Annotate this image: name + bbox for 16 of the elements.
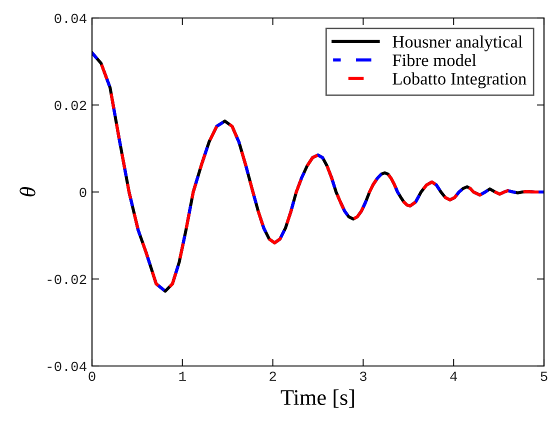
legend-label: Fibre model [392,54,476,66]
x-tick-label: 0 [88,372,96,382]
x-tick-label: 3 [360,372,366,382]
y-axis-title: θ [20,187,36,196]
legend-label: Lobatto Integration [392,72,526,88]
x-tick-label: 4 [450,372,458,381]
legend-label: Housner analytical [392,35,522,52]
x-axis-title: Time [s] [280,389,354,408]
y-tick-label: -0.04 [48,362,86,372]
y-tick-label: 0.02 [54,100,86,110]
y-tick-label: 0 [80,188,86,198]
x-tick-label: 5 [540,372,548,382]
x-tick-label: 2 [270,372,276,381]
y-tick-label: -0.02 [48,274,86,284]
x-tick-label: 1 [179,372,186,381]
y-tick-label: 0.04 [54,14,86,24]
